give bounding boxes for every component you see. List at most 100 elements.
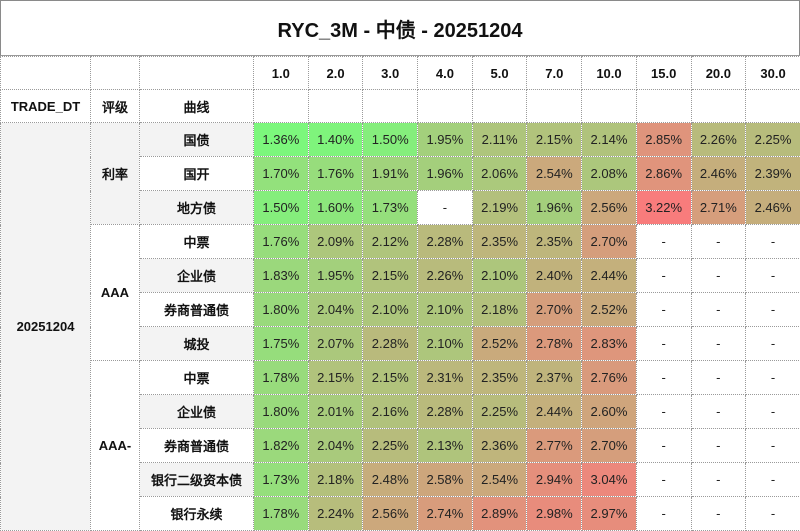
empty-yield-cell: - bbox=[746, 497, 800, 531]
blank-header-cell bbox=[472, 90, 527, 123]
empty-yield-cell: - bbox=[691, 497, 746, 531]
yield-cell: 2.28% bbox=[418, 225, 473, 259]
yield-cell: 2.83% bbox=[582, 327, 637, 361]
tenor-header: 3.0 bbox=[363, 57, 418, 90]
yield-cell: 2.11% bbox=[472, 123, 527, 157]
yield-cell: 2.06% bbox=[472, 157, 527, 191]
empty-yield-cell: - bbox=[691, 327, 746, 361]
curve-cell: 企业债 bbox=[140, 395, 254, 429]
yield-cell: 1.78% bbox=[254, 361, 309, 395]
yield-cell: 1.36% bbox=[254, 123, 309, 157]
yield-cell: 1.50% bbox=[363, 123, 418, 157]
yield-cell: 2.07% bbox=[308, 327, 363, 361]
yield-cell: 2.28% bbox=[363, 327, 418, 361]
yield-cell: 2.44% bbox=[582, 259, 637, 293]
curve-cell: 券商普通债 bbox=[140, 429, 254, 463]
yield-cell: 2.35% bbox=[472, 225, 527, 259]
empty-yield-cell: - bbox=[691, 293, 746, 327]
yield-cell: 1.96% bbox=[527, 191, 582, 225]
yield-cell: 1.96% bbox=[418, 157, 473, 191]
tenor-header: 15.0 bbox=[636, 57, 691, 90]
yield-cell: 2.54% bbox=[527, 157, 582, 191]
yield-cell: 2.16% bbox=[363, 395, 418, 429]
tenor-header: 7.0 bbox=[527, 57, 582, 90]
curve-cell: 银行永续 bbox=[140, 497, 254, 531]
yield-cell: 1.70% bbox=[254, 157, 309, 191]
yield-cell: 2.24% bbox=[308, 497, 363, 531]
yield-cell: 2.15% bbox=[308, 361, 363, 395]
yield-cell: 2.74% bbox=[418, 497, 473, 531]
yield-cell: 3.04% bbox=[582, 463, 637, 497]
yield-cell: 2.60% bbox=[582, 395, 637, 429]
curve-cell: 券商普通债 bbox=[140, 293, 254, 327]
curve-cell: 国开 bbox=[140, 157, 254, 191]
yield-cell: 2.14% bbox=[582, 123, 637, 157]
yield-cell: 2.89% bbox=[472, 497, 527, 531]
empty-yield-cell: - bbox=[691, 395, 746, 429]
empty-yield-cell: - bbox=[746, 361, 800, 395]
curve-cell: 中票 bbox=[140, 225, 254, 259]
curve-cell: 城投 bbox=[140, 327, 254, 361]
yield-cell: 1.76% bbox=[308, 157, 363, 191]
yield-cell: 2.37% bbox=[527, 361, 582, 395]
yield-table: 1.0 2.0 3.0 4.0 5.0 7.0 10.0 15.0 20.0 3… bbox=[0, 56, 800, 531]
empty-yield-cell: - bbox=[691, 429, 746, 463]
blank-header-cell bbox=[418, 90, 473, 123]
blank-header-cell bbox=[527, 90, 582, 123]
empty-yield-cell: - bbox=[691, 259, 746, 293]
yield-cell: 2.31% bbox=[418, 361, 473, 395]
curve-cell: 地方债 bbox=[140, 191, 254, 225]
yield-cell: 2.48% bbox=[363, 463, 418, 497]
column-label-row: TRADE_DT 评级 曲线 bbox=[1, 90, 800, 123]
tenor-header: 20.0 bbox=[691, 57, 746, 90]
yield-cell: 2.09% bbox=[308, 225, 363, 259]
yield-cell: 2.10% bbox=[418, 293, 473, 327]
yield-cell: 2.26% bbox=[691, 123, 746, 157]
trade-dt-cell: 20251204 bbox=[1, 123, 91, 531]
yield-cell: 2.40% bbox=[527, 259, 582, 293]
yield-cell: 2.13% bbox=[418, 429, 473, 463]
yield-cell: 1.40% bbox=[308, 123, 363, 157]
yield-cell: 2.70% bbox=[527, 293, 582, 327]
yield-cell: 2.71% bbox=[691, 191, 746, 225]
empty-yield-cell: - bbox=[691, 463, 746, 497]
empty-yield-cell: - bbox=[636, 293, 691, 327]
tenor-header: 30.0 bbox=[746, 57, 800, 90]
yield-cell: 2.98% bbox=[527, 497, 582, 531]
yield-cell: 1.80% bbox=[254, 293, 309, 327]
empty-yield-cell: - bbox=[746, 395, 800, 429]
yield-cell: 1.95% bbox=[308, 259, 363, 293]
blank-header-cell bbox=[91, 57, 140, 90]
curve-header: 曲线 bbox=[140, 90, 254, 123]
yield-cell: 1.75% bbox=[254, 327, 309, 361]
trade-dt-header: TRADE_DT bbox=[1, 90, 91, 123]
curve-cell: 中票 bbox=[140, 361, 254, 395]
empty-yield-cell: - bbox=[746, 327, 800, 361]
yield-cell: 2.28% bbox=[418, 395, 473, 429]
yield-cell: 1.91% bbox=[363, 157, 418, 191]
empty-yield-cell: - bbox=[636, 225, 691, 259]
yield-cell: 2.26% bbox=[418, 259, 473, 293]
yield-cell: 1.50% bbox=[254, 191, 309, 225]
yield-cell: 2.12% bbox=[363, 225, 418, 259]
empty-yield-cell: - bbox=[636, 259, 691, 293]
yield-cell: 2.58% bbox=[418, 463, 473, 497]
yield-cell: 1.60% bbox=[308, 191, 363, 225]
curve-cell: 银行二级资本债 bbox=[140, 463, 254, 497]
blank-header-cell bbox=[140, 57, 254, 90]
yield-cell: 2.18% bbox=[308, 463, 363, 497]
tenor-header: 4.0 bbox=[418, 57, 473, 90]
empty-yield-cell: - bbox=[746, 225, 800, 259]
empty-yield-cell: - bbox=[746, 293, 800, 327]
rating-cell: AAA- bbox=[91, 361, 140, 531]
blank-header-cell bbox=[582, 90, 637, 123]
yield-cell: 2.86% bbox=[636, 157, 691, 191]
yield-cell: 1.80% bbox=[254, 395, 309, 429]
blank-header-cell bbox=[746, 90, 800, 123]
yield-cell: 2.04% bbox=[308, 429, 363, 463]
curve-cell: 企业债 bbox=[140, 259, 254, 293]
yield-cell: 2.25% bbox=[472, 395, 527, 429]
